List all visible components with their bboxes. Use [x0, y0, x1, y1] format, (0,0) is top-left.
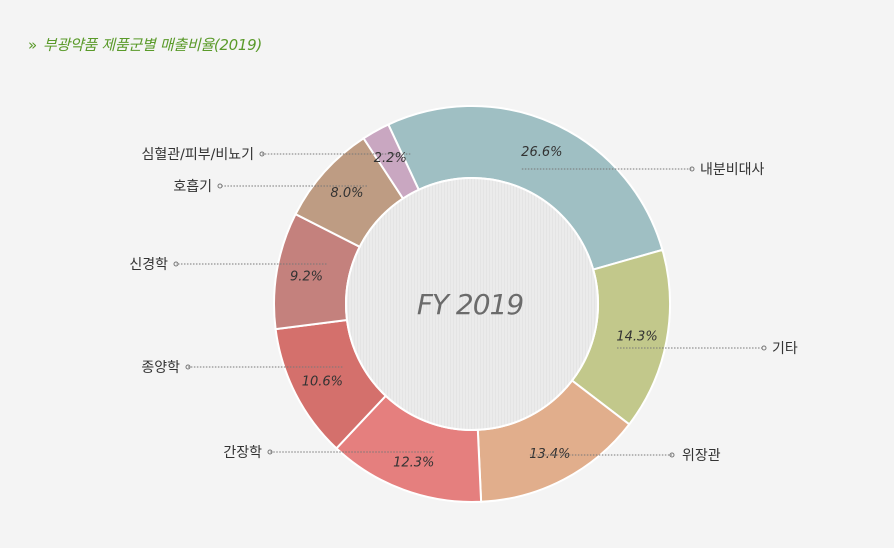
- value-label-내분비대사: 26.6%: [521, 145, 562, 160]
- category-label-위장관: 위장관: [682, 448, 721, 464]
- value-label-심혈관-피부-비뇨기: 2.2%: [374, 151, 407, 166]
- value-label-위장관: 13.4%: [529, 447, 570, 462]
- chart-title-text: 부광약품 제품군별 매출비율(2019): [42, 36, 262, 54]
- donut-slices: [273, 105, 671, 503]
- category-label-심혈관-피부-비뇨기: 심혈관/피부/비뇨기: [142, 147, 254, 163]
- value-label-신경학: 9.2%: [290, 269, 323, 284]
- category-label-종양학: 종양학: [141, 360, 180, 376]
- category-label-내분비대사: 내분비대사: [700, 162, 765, 178]
- category-label-간장학: 간장학: [223, 445, 262, 461]
- value-label-기타: 14.3%: [616, 329, 657, 344]
- category-label-신경학: 신경학: [129, 257, 168, 273]
- leader-dot-기타: [761, 345, 767, 351]
- leader-dot-호흡기: [217, 183, 223, 189]
- leader-dot-심혈관-피부-비뇨기: [259, 151, 265, 157]
- category-label-기타: 기타: [772, 341, 798, 357]
- value-label-호흡기: 8.0%: [330, 186, 363, 201]
- leader-dot-위장관: [669, 452, 675, 458]
- donut-center: [345, 177, 599, 431]
- leader-dot-신경학: [173, 261, 179, 267]
- leader-dot-종양학: [185, 364, 191, 370]
- leader-dot-간장학: [267, 449, 273, 455]
- title-marker-icon: »: [28, 36, 37, 54]
- leader-dot-내분비대사: [689, 166, 695, 172]
- center-label: FY 2019: [417, 288, 524, 321]
- value-label-종양학: 10.6%: [302, 374, 343, 389]
- value-label-간장학: 12.3%: [393, 456, 434, 471]
- slice-annotations: 26.6% 내분비대사 14.3% 기타 13.4% 위장관 12.3% 간장학 10.6% 종양…: [129, 145, 798, 470]
- category-label-호흡기: 호흡기: [173, 179, 212, 195]
- chart-title: » 부광약품 제품군별 매출비율(2019): [28, 34, 262, 55]
